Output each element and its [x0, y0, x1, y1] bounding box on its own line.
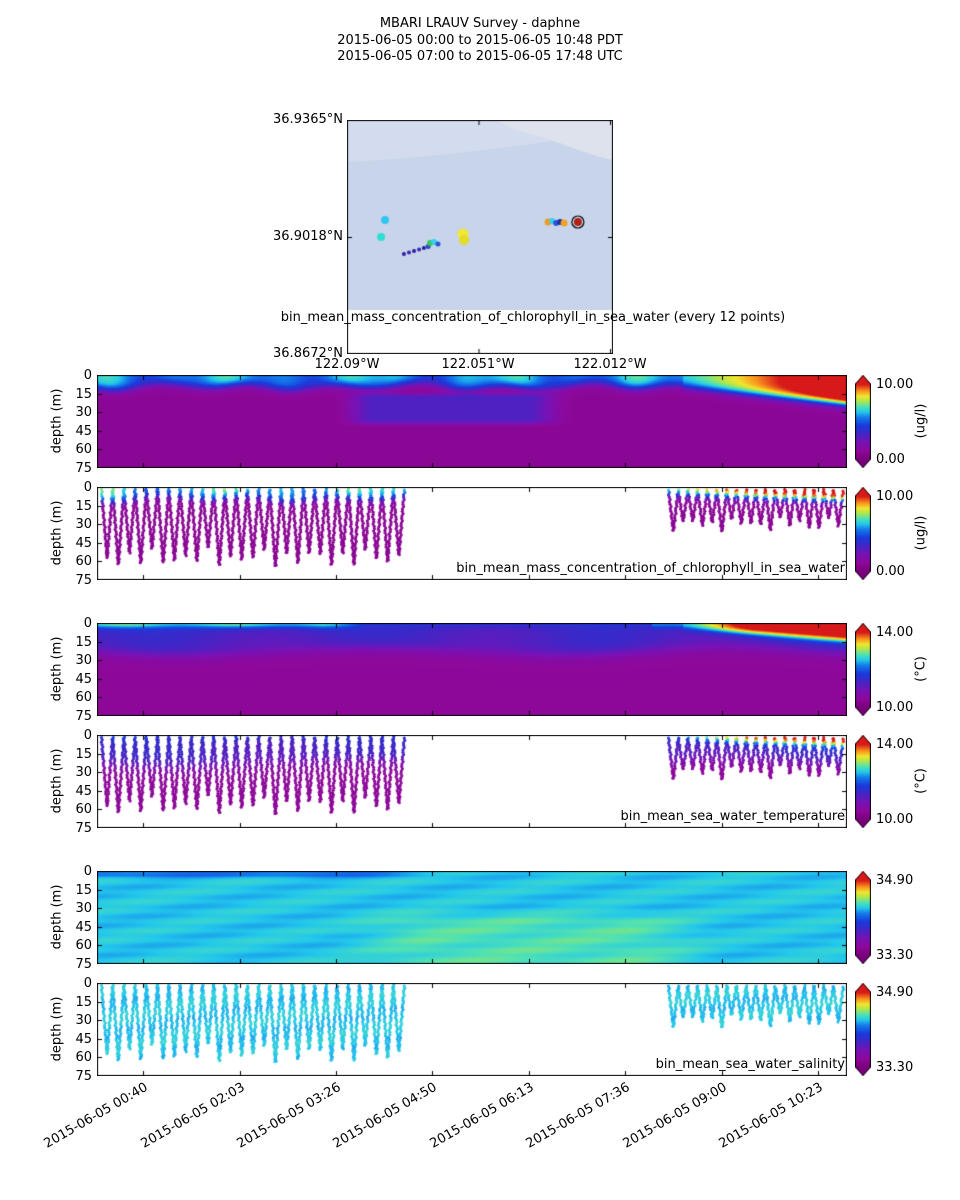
depth-tick-label: 45	[75, 783, 92, 799]
chlorophyll-measured-panel: depth (m) bin_mean_mass_concentration_of…	[0, 480, 960, 588]
time-tick-label: 2015-06-05 03:26	[234, 1080, 344, 1152]
temperature-contour-panel: depth (m) 14.00 10.00 (°C) 0 15 30 45 60 75	[0, 616, 960, 724]
depth-tick-label: 45	[75, 1031, 92, 1047]
colorbar-max-label: 34.90	[876, 873, 914, 888]
figure-title: MBARI LRAUV Survey - daphne	[379, 16, 581, 31]
temperature-measured-panel: depth (m) bin_mean_sea_water_temperature…	[0, 728, 960, 836]
depth-tick-label: 60	[75, 690, 92, 706]
colorbar-max-label: 14.00	[876, 737, 914, 752]
depth-tick-label: 60	[75, 802, 92, 818]
colorbar-min-label: 33.30	[876, 1060, 914, 1075]
latitude-tick-label: 36.9018°N	[273, 229, 343, 244]
colorbar-unit-label: (°C)	[913, 768, 929, 794]
figure-subtitle-utc: 2015-06-05 07:00 to 2015-06-05 17:48 UTC	[337, 49, 623, 64]
colorbar-min-label: 0.00	[876, 452, 905, 467]
depth-tick-label: 60	[75, 554, 92, 570]
temperature-contour-canvas	[97, 623, 847, 716]
colorbar-max-label: 14.00	[876, 625, 914, 640]
map-caption: bin_mean_mass_concentration_of_chlorophy…	[280, 310, 786, 325]
depth-tick-label: 60	[75, 442, 92, 458]
temperature-colorbar	[855, 623, 871, 716]
depth-tick-label: 30	[75, 653, 92, 669]
colorbar-unit-label: (ug/l)	[913, 515, 929, 551]
temperature-scatter-canvas	[97, 735, 847, 828]
depth-tick-label: 0	[83, 616, 92, 631]
depth-tick-label: 15	[75, 634, 92, 650]
colorbar-max-label: 34.90	[876, 985, 914, 1000]
colorbar-min-label: 0.00	[876, 564, 905, 579]
depth-tick-label: 30	[75, 405, 92, 421]
colorbar-unit-label: (ug/l)	[913, 403, 929, 439]
depth-tick-label: 30	[75, 1013, 92, 1029]
latitude-tick-label: 36.9365°N	[273, 112, 343, 127]
salinity-contour-panel: depth (m) 34.90 33.30 0 15 30 45 60 75	[0, 864, 960, 972]
chlorophyll-colorbar	[855, 487, 871, 580]
depth-tick-label: 75	[75, 957, 92, 972]
depth-tick-label: 0	[83, 368, 92, 383]
chlorophyll-contour-canvas	[97, 375, 847, 468]
colorbar-min-label: 10.00	[876, 812, 914, 827]
depth-tick-label: 15	[75, 498, 92, 514]
longitude-tick-label: 122.051°W	[441, 357, 515, 372]
track-map-canvas	[347, 120, 613, 354]
depth-tick-label: 0	[83, 480, 92, 495]
depth-tick-label: 15	[75, 994, 92, 1010]
depth-tick-label: 15	[75, 386, 92, 402]
depth-tick-label: 45	[75, 919, 92, 935]
chlorophyll-colorbar	[855, 375, 871, 468]
time-tick-label: 2015-06-05 04:50	[331, 1080, 440, 1152]
chlorophyll-contour-panel: depth (m) 10.00 0.00 (ug/l) 0 15 30 45 60 75	[0, 368, 960, 476]
depth-tick-label: 30	[75, 901, 92, 917]
parameter-name-label: bin_mean_mass_concentration_of_chlorophy…	[456, 561, 845, 576]
depth-tick-label: 75	[75, 1069, 92, 1084]
parameter-name-label: bin_mean_sea_water_temperature	[620, 809, 845, 824]
colorbar-min-label: 33.30	[876, 948, 914, 963]
depth-tick-label: 30	[75, 765, 92, 781]
longitude-tick-label: 122.012°W	[573, 357, 647, 372]
colorbar-unit-label: (°C)	[913, 656, 929, 682]
depth-tick-label: 75	[75, 573, 92, 588]
depth-tick-label: 0	[83, 728, 92, 743]
depth-tick-label: 45	[75, 671, 92, 687]
depth-tick-label: 0	[83, 864, 92, 879]
depth-tick-label: 75	[75, 461, 92, 476]
depth-tick-label: 60	[75, 1050, 92, 1066]
figure-subtitle-pdt: 2015-06-05 00:00 to 2015-06-05 10:48 PDT	[337, 32, 623, 48]
time-tick-label: 2015-06-05 09:00	[620, 1080, 730, 1152]
parameter-name-label: bin_mean_sea_water_salinity	[655, 1057, 845, 1072]
depth-tick-label: 60	[75, 938, 92, 954]
colorbar-max-label: 10.00	[876, 489, 914, 504]
time-tick-label: 2015-06-05 06:13	[427, 1080, 537, 1152]
salinity-colorbar	[855, 871, 871, 964]
depth-tick-label: 15	[75, 882, 92, 898]
depth-tick-label: 45	[75, 423, 92, 439]
depth-tick-label: 15	[75, 746, 92, 762]
colorbar-max-label: 10.00	[876, 377, 914, 392]
longitude-tick-label: 122.09°W	[314, 357, 380, 372]
temperature-colorbar	[855, 735, 871, 828]
depth-tick-label: 45	[75, 535, 92, 551]
colorbar-min-label: 10.00	[876, 700, 914, 715]
time-tick-label: 2015-06-05 07:36	[523, 1080, 633, 1152]
depth-tick-label: 30	[75, 517, 92, 533]
salinity-measured-panel: depth (m) bin_mean_sea_water_salinity 34…	[0, 976, 960, 1084]
depth-tick-label: 75	[75, 709, 92, 724]
time-tick-label: 2015-06-05 02:03	[138, 1080, 248, 1152]
time-tick-label: 2015-06-05 10:23	[716, 1080, 826, 1152]
latitude-tick-label: 36.8672°N	[273, 346, 343, 361]
title-block: MBARI LRAUV Survey - daphne 2015-06-05 0…	[0, 16, 960, 66]
depth-tick-label: 0	[83, 976, 92, 991]
chlorophyll-scatter-canvas	[97, 487, 847, 580]
salinity-colorbar	[855, 983, 871, 1076]
salinity-contour-canvas	[97, 871, 847, 964]
salinity-scatter-canvas	[97, 983, 847, 1076]
depth-tick-label: 75	[75, 821, 92, 836]
